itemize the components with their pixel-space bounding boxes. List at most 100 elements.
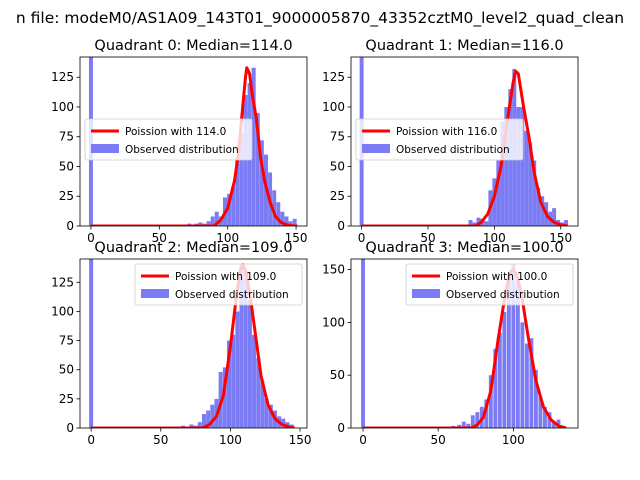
- histogram-bar: [197, 422, 202, 428]
- histogram-bar: [227, 193, 232, 226]
- legend-hist-swatch: [91, 144, 119, 153]
- legend-label: Observed distribution: [125, 144, 239, 156]
- x-tick-label: 0: [358, 231, 366, 245]
- histogram-bar: [231, 186, 236, 226]
- histogram-bar: [532, 160, 537, 226]
- histogram-bar: [243, 95, 248, 226]
- legend-box: [405, 263, 574, 306]
- legend-label: Poission with 114.0: [125, 126, 226, 138]
- histogram-bar: [280, 211, 285, 226]
- subplot-quadrant-2: 0 50 100 150 0 25 50 75 100 125 Quadrant 2: Median…: [51, 240, 311, 447]
- histogram-bar: [529, 338, 534, 428]
- x-tick-label: 50: [153, 433, 168, 447]
- x-tick-label: 150: [289, 433, 312, 447]
- y-tick-label: 25: [59, 189, 74, 203]
- histogram-bar: [551, 422, 556, 428]
- histogram-bar: [256, 358, 261, 428]
- histogram-bar: [201, 414, 206, 428]
- histogram-bar: [542, 406, 547, 428]
- y-tick-label: 125: [51, 275, 74, 289]
- histogram-bar: [466, 423, 471, 428]
- histogram-bar: [504, 106, 509, 226]
- histogram-bar: [247, 299, 252, 428]
- histogram-bar: [361, 259, 365, 428]
- legend-label: Poission with 100.0: [446, 271, 547, 283]
- histogram-bar: [210, 404, 215, 428]
- y-tick-label: 50: [59, 363, 74, 377]
- histogram-bar: [252, 334, 257, 428]
- histogram-bar: [497, 332, 502, 428]
- y-tick-label: 0: [337, 219, 345, 233]
- legend: Poission with 114.0 Observed distribution: [84, 118, 253, 161]
- x-tick-label: 100: [219, 433, 242, 447]
- histogram-bar: [268, 404, 273, 428]
- y-tick-label: 75: [59, 130, 74, 144]
- histogram-bar: [255, 112, 260, 226]
- legend-hist-swatch: [412, 289, 440, 298]
- y-tick-label: 100: [51, 304, 74, 318]
- histogram-bar: [89, 259, 94, 428]
- histogram-bar: [540, 196, 545, 226]
- y-tick-label: 100: [322, 315, 345, 329]
- histogram-bar: [461, 421, 466, 428]
- y-tick-label: 75: [59, 334, 74, 348]
- histogram-bar: [214, 211, 219, 226]
- subplot-quadrant-3: 0 50 100 0 50 100 150 Quadrant 3: Median=100.0 P…: [322, 240, 579, 447]
- legend-label: Observed distribution: [175, 289, 289, 301]
- y-tick-label: 50: [330, 368, 345, 382]
- legend-label: Poission with 109.0: [175, 271, 276, 283]
- x-tick-label: 0: [87, 231, 95, 245]
- subplot-title: Quadrant 0: Median=114.0: [94, 38, 292, 54]
- histogram-bar: [520, 106, 525, 226]
- histogram-bar: [260, 381, 265, 428]
- histogram-bar: [210, 216, 215, 226]
- subplot-title: Quadrant 3: Median=100.0: [365, 240, 563, 256]
- histogram-bar: [515, 280, 520, 428]
- histogram-bar: [231, 334, 236, 428]
- y-tick-label: 125: [51, 70, 74, 84]
- x-tick-label: 50: [420, 231, 435, 245]
- histogram-bar: [552, 208, 557, 226]
- histogram-bar: [476, 217, 481, 226]
- legend-hist-swatch: [362, 144, 390, 153]
- histogram-bar: [492, 178, 497, 226]
- y-tick-label: 50: [59, 159, 74, 173]
- histogram-bar: [222, 367, 227, 428]
- histogram-bar: [547, 412, 552, 428]
- legend-box: [84, 118, 253, 161]
- histogram-bar: [524, 343, 529, 428]
- histogram-bar: [484, 221, 489, 226]
- histogram-bar: [235, 311, 240, 428]
- legend-hist-swatch: [141, 289, 169, 298]
- axes-frame: [79, 56, 308, 227]
- y-tick-label: 0: [66, 219, 74, 233]
- x-tick-label: 100: [216, 231, 239, 245]
- x-tick-label: 0: [87, 433, 95, 447]
- histogram-bar: [516, 106, 521, 226]
- poisson-fit-line: [361, 69, 568, 226]
- histogram-bar: [484, 399, 489, 428]
- histogram-bar: [468, 220, 473, 226]
- histogram-bar: [493, 348, 498, 428]
- histogram-bar: [226, 340, 232, 428]
- histogram-bar: [206, 410, 211, 428]
- x-tick-label: 150: [285, 231, 308, 245]
- x-tick-label: 0: [359, 433, 367, 447]
- legend-label: Observed distribution: [446, 289, 560, 301]
- histogram-bar: [292, 218, 297, 226]
- subplot-quadrant-1: 0 50 100 150 0 25 50 75 100 125 Quadrant 1: Median…: [322, 38, 579, 245]
- legend: Poission with 116.0 Observed distribution: [355, 118, 524, 161]
- histogram-bar: [239, 264, 244, 428]
- histogram-bar: [243, 270, 248, 428]
- histogram-bar: [198, 222, 203, 226]
- legend-box: [355, 118, 524, 161]
- legend: Poission with 109.0 Observed distribution: [134, 263, 303, 306]
- histogram-bar: [264, 398, 269, 428]
- histogram-bar: [500, 121, 505, 226]
- histogram-bar: [239, 133, 244, 226]
- histogram-bar: [235, 156, 240, 226]
- histogram-bar: [457, 424, 462, 428]
- histogram-bar: [556, 419, 561, 428]
- histogram-bar: [533, 369, 538, 428]
